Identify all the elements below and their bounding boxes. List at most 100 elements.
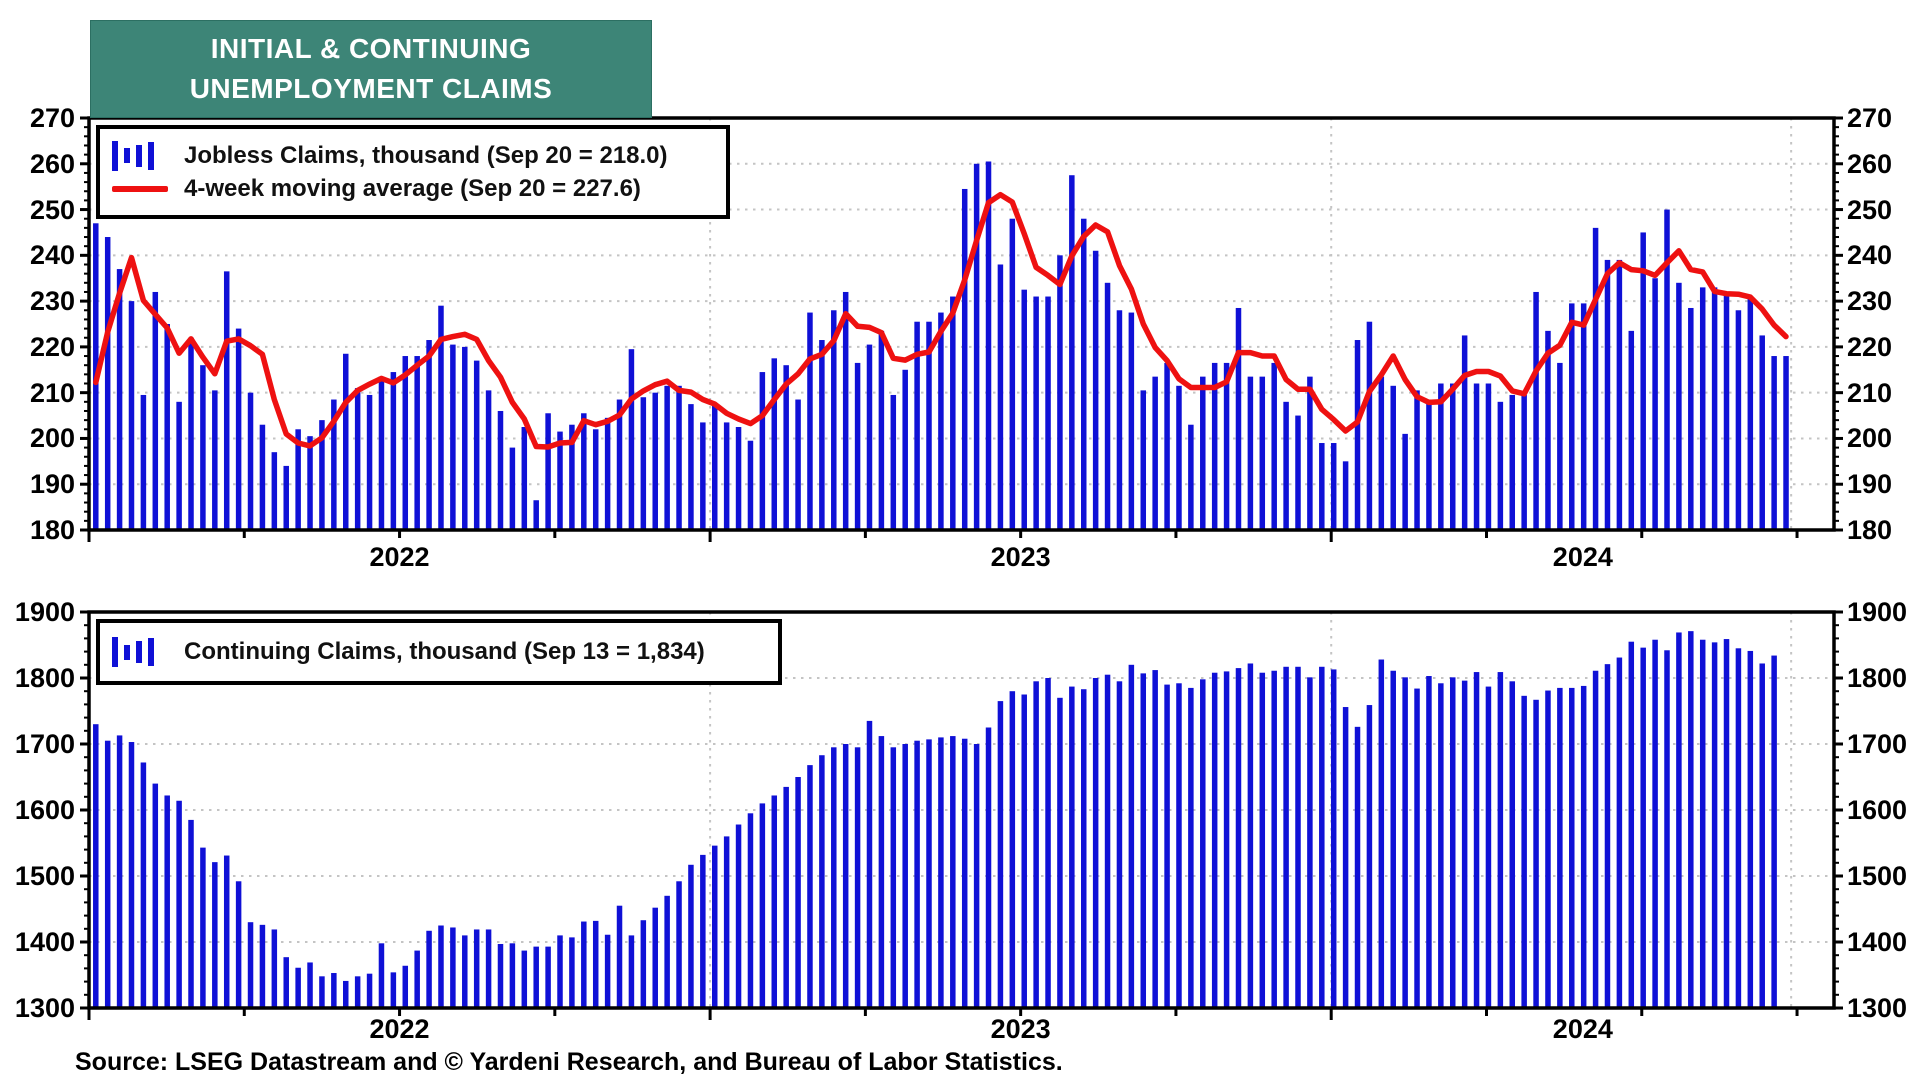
continuing-claims-bar [390, 972, 397, 1008]
blue-bars-icon [112, 637, 168, 667]
continuing-claims-ytick-left: 1500 [14, 861, 75, 891]
initial-claims-ytick-left: 240 [29, 240, 75, 271]
continuing-claims-bar [854, 747, 861, 1008]
continuing-claims-bar [176, 800, 182, 1008]
initial-claims-bar [354, 388, 361, 530]
continuing-claims-bar [188, 819, 194, 1008]
continuing-claims-bar [926, 739, 932, 1008]
initial-claims-bar [1640, 232, 1646, 530]
continuing-claims-bar [235, 881, 242, 1008]
initial-claims-bar [819, 340, 825, 530]
initial-claims-ytick-left: 190 [29, 469, 75, 500]
initial-claims-bar [331, 399, 337, 530]
continuing-claims-bar [1414, 688, 1420, 1008]
continuing-claims-bar [1723, 639, 1730, 1008]
initial-claims-bar [414, 356, 420, 530]
continuing-claims-bar [1009, 691, 1016, 1008]
initial-claims-bar [1438, 383, 1444, 530]
initial-claims-ytick-right: 250 [1847, 194, 1893, 225]
continuing-claims-bar [366, 973, 373, 1008]
continuing-claims-bar [1366, 705, 1373, 1008]
continuing-claims-bar [1533, 699, 1539, 1008]
continuing-claims-bar [521, 950, 528, 1008]
initial-claims-ytick-left: 220 [29, 331, 75, 362]
continuing-claims-bar [569, 937, 575, 1008]
continuing-claims-bar [1188, 687, 1194, 1008]
initial-claims-bar [1723, 291, 1730, 530]
initial-claims-ytick-right: 210 [1847, 377, 1893, 408]
initial-claims-bar [1081, 218, 1087, 530]
continuing-claims-bar [509, 943, 516, 1008]
continuing-claims-bar [807, 765, 813, 1008]
continuing-claims-bar [759, 803, 766, 1008]
continuing-claims-bar [152, 783, 159, 1008]
initial-claims-bar [271, 452, 278, 530]
continuing-claims-ytick-right: 1800 [1847, 663, 1908, 693]
initial-claims-bar [1342, 461, 1349, 530]
initial-claims-bar [795, 399, 801, 530]
initial-claims-plot [80, 116, 1843, 542]
continuing-claims-bar [1045, 678, 1051, 1008]
initial-claims-bar [759, 372, 766, 530]
initial-claims-bar [807, 312, 813, 530]
continuing-claims-ytick-right: 1300 [1847, 993, 1908, 1023]
initial-claims-bar [831, 310, 837, 530]
initial-claims-bar [1711, 287, 1718, 530]
initial-claims-bar [640, 397, 647, 530]
initial-claims-ytick-left: 270 [29, 103, 75, 133]
source-attribution: Source: LSEG Datastream and © Yardeni Re… [75, 1048, 1063, 1076]
continuing-claims-bar [1545, 690, 1551, 1008]
initial-claims-bar [1414, 390, 1420, 530]
continuing-claims-bar [295, 967, 301, 1008]
continuing-claims-bar [1461, 680, 1468, 1008]
continuing-claims-bar [1569, 687, 1575, 1008]
continuing-claims-bar [545, 946, 551, 1008]
initial-claims-bar [1330, 443, 1337, 530]
initial-claims-bar [1223, 362, 1230, 530]
initial-claims-bar [1616, 259, 1623, 530]
initial-claims-bar [116, 269, 123, 530]
continuing-claims-bar [1485, 686, 1492, 1008]
initial-claims-ytick-left: 180 [29, 515, 75, 545]
continuing-claims-bar [1021, 694, 1027, 1008]
continuing-claims-plot [80, 610, 1843, 1020]
continuing-claims-bar [771, 795, 778, 1008]
initial-claims-bar [1426, 399, 1432, 530]
continuing-claims-bar [1164, 684, 1170, 1008]
initial-claims-bar [1200, 376, 1206, 530]
continuing-claims-bar [1057, 697, 1063, 1008]
initial-claims-bar [1533, 291, 1539, 530]
continuing-claims-bar [1092, 678, 1099, 1008]
blue-bar-glyph [112, 637, 118, 667]
continuing-claims-bar [1699, 639, 1706, 1008]
continuing-claims-bar [1580, 685, 1587, 1008]
initial-claims-bar [1545, 330, 1551, 530]
continuing-claims-bar [1711, 642, 1718, 1008]
initial-claims-bar [176, 401, 182, 530]
initial-claims-bar [1045, 296, 1051, 530]
initial-claims-bar [462, 346, 468, 530]
initial-claims-bar [926, 321, 932, 530]
continuing-claims-bar [890, 747, 897, 1008]
continuing-claims-bar [343, 980, 349, 1008]
continuing-claims-bar [438, 925, 444, 1008]
continuing-claims-bar [1521, 695, 1527, 1008]
continuing-claims-bar [247, 922, 254, 1008]
initial-claims-bar [343, 353, 349, 530]
initial-claims-bar [283, 465, 289, 530]
initial-claims-bar [1104, 282, 1111, 530]
red-line-icon [112, 185, 168, 192]
initial-claims-bar [1366, 321, 1373, 530]
continuing-claims-bar [1247, 663, 1254, 1008]
continuing-claims-bar [1033, 681, 1039, 1008]
continuing-claims-bar [1449, 677, 1456, 1008]
continuing-claims-ytick-left: 1300 [14, 993, 75, 1023]
initial-claims-bar [985, 161, 992, 531]
year-label-2023: 2023 [990, 1014, 1051, 1044]
initial-claims-ytick-right: 240 [1847, 240, 1893, 271]
continuing-claims-bar [1771, 655, 1777, 1008]
continuing-claims-bar [414, 950, 420, 1008]
initial-claims-ytick-right: 200 [1847, 423, 1893, 454]
initial-claims-bar [1592, 227, 1599, 530]
initial-claims-bar [1378, 376, 1385, 530]
